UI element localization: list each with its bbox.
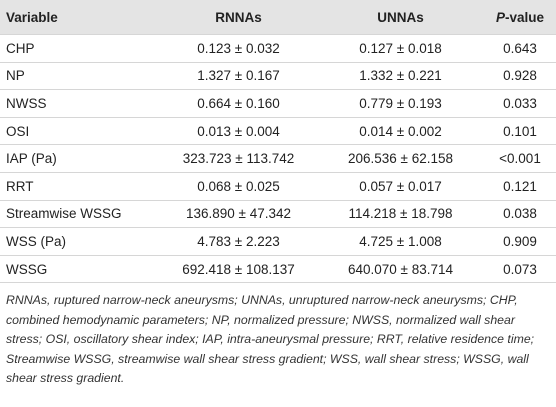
table-cell: NP [0, 61, 160, 90]
table-cell: 0.643 [484, 34, 556, 63]
table-cell: NWSS [0, 89, 160, 118]
table-cell: 136.890 ± 47.342 [160, 199, 317, 228]
table-row: WSS (Pa) 4.783 ± 2.223 4.725 ± 1.008 0.909 [0, 227, 556, 256]
table-cell: 1.327 ± 0.167 [160, 61, 317, 90]
table-cell: 4.783 ± 2.223 [160, 227, 317, 256]
table-cell: 0.014 ± 0.002 [317, 116, 484, 145]
table-cell: 0.068 ± 0.025 [160, 171, 317, 201]
table-cell: 0.073 [484, 254, 556, 284]
table-body: CHP 0.123 ± 0.032 0.127 ± 0.018 0.643 NP 1.32… [0, 34, 556, 284]
table-cell: <0.001 [484, 144, 556, 173]
table-cell: 323.723 ± 113.742 [160, 144, 317, 173]
column-header: Variable [0, 0, 160, 35]
table-cell: CHP [0, 34, 160, 63]
table-row: RRT 0.068 ± 0.025 0.057 ± 0.017 0.121 [0, 171, 556, 201]
table-cell: 0.127 ± 0.018 [317, 34, 484, 63]
table-cell: 640.070 ± 83.714 [317, 254, 484, 284]
table-cell: 4.725 ± 1.008 [317, 227, 484, 256]
table-row: WSSG 692.418 ± 108.137 640.070 ± 83.714 0.0… [0, 254, 556, 284]
table-row: CHP 0.123 ± 0.032 0.127 ± 0.018 0.643 [0, 34, 556, 63]
table-cell: IAP (Pa) [0, 144, 160, 173]
table-cell: 0.033 [484, 89, 556, 118]
table-cell: 0.101 [484, 116, 556, 145]
table-cell: 0.123 ± 0.032 [160, 34, 317, 63]
column-header: RNNAs [160, 0, 317, 35]
table-cell: Streamwise WSSG [0, 199, 160, 228]
table-cell: 0.779 ± 0.193 [317, 89, 484, 118]
table-cell: 0.038 [484, 199, 556, 228]
table-row: OSI 0.013 ± 0.004 0.014 ± 0.002 0.101 [0, 116, 556, 145]
header-row: Variable RNNAs UNNAs P-value [0, 0, 556, 35]
table-row: NWSS 0.664 ± 0.160 0.779 ± 0.193 0.033 [0, 89, 556, 118]
table-cell: 0.013 ± 0.004 [160, 116, 317, 145]
table-cell: WSS (Pa) [0, 227, 160, 256]
table-cell: OSI [0, 116, 160, 145]
table-cell: 1.332 ± 0.221 [317, 61, 484, 90]
table-cell: 0.928 [484, 61, 556, 90]
column-header: UNNAs [317, 0, 484, 35]
table-row: Streamwise WSSG 136.890 ± 47.342 114.218 ±… [0, 199, 556, 228]
table-cell: WSSG [0, 254, 160, 284]
table-row: IAP (Pa) 323.723 ± 113.742 206.536 ± 62.15… [0, 144, 556, 173]
table-cell: 692.418 ± 108.137 [160, 254, 317, 284]
table-cell: RRT [0, 171, 160, 201]
table-row: NP 1.327 ± 0.167 1.332 ± 0.221 0.928 [0, 61, 556, 90]
table-cell: 114.218 ± 18.798 [317, 199, 484, 228]
table-cell: 0.664 ± 0.160 [160, 89, 317, 118]
footnote: RNNAs, ruptured narrow-neck aneurysms; U… [6, 293, 535, 386]
data-table: Variable RNNAs UNNAs P-value CHP 0.123 ± 0.0… [0, 0, 556, 284]
table-cell: 0.121 [484, 171, 556, 201]
table-cell: 206.536 ± 62.158 [317, 144, 484, 173]
table-cell: 0.909 [484, 227, 556, 256]
column-header: P-value [484, 0, 556, 35]
table-cell: 0.057 ± 0.017 [317, 171, 484, 201]
